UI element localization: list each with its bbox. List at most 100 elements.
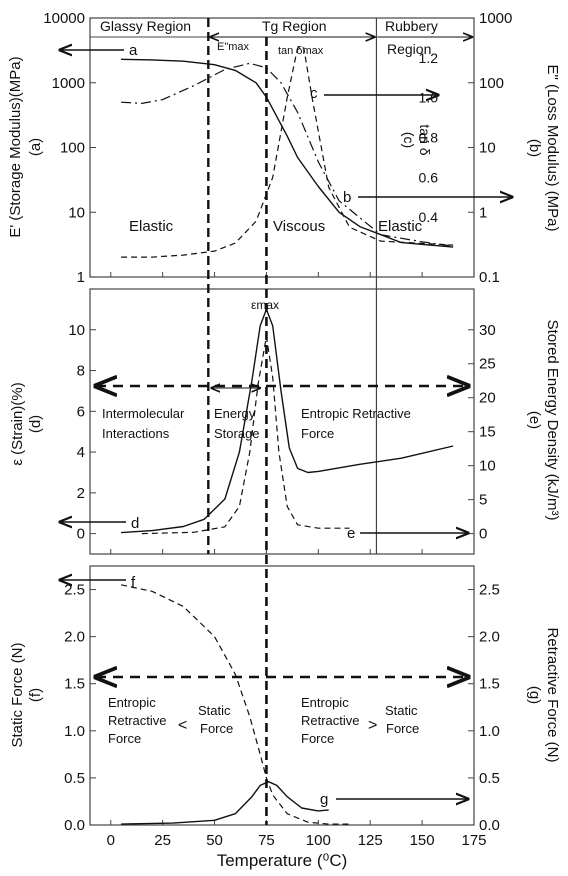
right-tick-label: 0 [479, 526, 487, 543]
left-tick-label: 10 [68, 322, 85, 339]
bottom-left-axis-sub: (f) [27, 688, 44, 702]
right-tick-label: 1000 [479, 10, 512, 27]
right-tick-label: 2.0 [479, 629, 500, 646]
tan-axis-title: tan δ [417, 124, 433, 155]
right-tick-label: 15 [479, 424, 496, 441]
left-tick-label: 0 [77, 526, 85, 543]
left-tick-label: 1000 [52, 75, 85, 92]
peak-label-strain: εmax [251, 298, 279, 312]
tan-tick-label: 0.4 [419, 209, 439, 225]
x-tick-label: 175 [461, 832, 486, 849]
left-tick-label: 100 [60, 140, 85, 157]
label-d: d [131, 515, 139, 532]
label-less-than: < [178, 717, 187, 734]
label-greater-than: > [368, 717, 377, 734]
right-tick-label: 0.1 [479, 269, 500, 286]
right-tick-label: 1.5 [479, 676, 500, 693]
top-left-axis-sub: (a) [27, 138, 44, 156]
right-tick-label: 100 [479, 75, 504, 92]
x-tick-label: 0 [107, 832, 115, 849]
series-g-line [121, 781, 329, 825]
behavior-viscous: Viscous [273, 218, 325, 235]
right-tick-label: 10 [479, 140, 496, 157]
left-tick-label: 4 [77, 444, 85, 461]
bottom-panel-frame [89, 565, 475, 826]
label-entropic-r3: Force [301, 731, 334, 746]
middle-right-axis-title: Stored Energy Density (kJ/m³) [544, 320, 561, 521]
label-static-r2: Force [386, 721, 419, 736]
left-tick-label: 1.0 [64, 723, 85, 740]
right-tick-label: 5 [479, 492, 487, 509]
x-tick-label: 150 [410, 832, 435, 849]
label-entropic-r1: Entropic [301, 695, 349, 710]
left-tick-label: 8 [77, 363, 85, 380]
right-tick-label: 20 [479, 390, 496, 407]
label-e: e [347, 525, 355, 542]
top-right-axis-title: E" (Loss Modulus) (MPa) [544, 64, 561, 231]
x-axis-title: Temperature (⁰C) [217, 851, 348, 870]
bottom-right-axis-title: Retractive Force (N) [544, 627, 561, 762]
arrows-layer [60, 37, 512, 799]
tan-axis-sub: (c) [401, 132, 417, 148]
label-energy: Energy [214, 406, 256, 421]
left-tick-label: 0.0 [64, 817, 85, 834]
peak-label-tan: tan δmax [278, 45, 324, 57]
left-tick-label: 1.5 [64, 676, 85, 693]
series-e-line [141, 336, 350, 535]
label-g: g [320, 791, 328, 808]
guides-layer [207, 18, 378, 825]
tan-tick-label: 0.6 [419, 169, 439, 185]
right-tick-label: 0.0 [479, 817, 500, 834]
right-tick-label: 0.5 [479, 770, 500, 787]
x-tick-label: 25 [154, 832, 171, 849]
left-tick-label: 2.0 [64, 629, 85, 646]
tan-tick-label: 0.8 [419, 130, 439, 146]
region-glassy: Glassy Region [100, 18, 191, 34]
right-tick-label: 10 [479, 458, 496, 475]
label-static-r1: Static [385, 703, 418, 718]
right-tick-label: 1.0 [479, 723, 500, 740]
label-static-l2: Force [200, 721, 233, 736]
x-tick-label: 75 [258, 832, 275, 849]
left-tick-label: 1 [77, 269, 85, 286]
ticks-layer: 1101001000100000.11101001000024681005101… [43, 10, 512, 849]
left-tick-label: 10000 [43, 10, 85, 27]
label-storage: Storage [214, 426, 260, 441]
x-tick-label: 50 [206, 832, 223, 849]
left-tick-label: 0.5 [64, 770, 85, 787]
right-tick-label: 1 [479, 204, 487, 221]
right-tick-label: 2.5 [479, 582, 500, 599]
label-entropic-l3: Force [108, 731, 141, 746]
region-tg: Tg Region [262, 18, 327, 34]
series-b-line [121, 62, 454, 247]
label-entropic-retractive: Entropic Retractive [301, 406, 411, 421]
label-entropic-l1: Entropic [108, 695, 156, 710]
middle-left-axis-sub: (d) [27, 415, 44, 433]
label-static-l1: Static [198, 703, 231, 718]
region-rubbery: Rubbery [385, 18, 438, 34]
right-tick-label: 25 [479, 356, 496, 373]
tan-tick-label: 1.2 [419, 50, 439, 66]
peak-label-e2: E"max [217, 41, 250, 53]
tan-tick-label: 1.0 [419, 90, 439, 106]
label-interactions: Interactions [102, 426, 170, 441]
region-rubbery-2: Region [387, 41, 431, 57]
left-tick-label: 2 [77, 485, 85, 502]
series-f-line [120, 584, 350, 825]
label-c: c [310, 85, 318, 102]
top-left-axis-title: E' (Storage Modulus)(MPa) [7, 56, 24, 237]
left-tick-label: 2.5 [64, 582, 85, 599]
left-tick-label: 10 [68, 204, 85, 221]
x-tick-label: 125 [358, 832, 383, 849]
behavior-elastic-1: Elastic [129, 218, 174, 235]
x-tick-label: 100 [306, 832, 331, 849]
label-entropic-r2: Retractive [301, 713, 360, 728]
series-a-line [121, 58, 454, 248]
behavior-elastic-2: Elastic [378, 218, 423, 235]
label-intermolecular: Intermolecular [102, 406, 185, 421]
label-f: f [131, 574, 136, 591]
middle-left-axis-title: ε (Strain)(%) [9, 382, 26, 465]
top-right-axis-sub: (b) [526, 139, 543, 157]
middle-right-axis-sub: (e) [526, 411, 543, 429]
